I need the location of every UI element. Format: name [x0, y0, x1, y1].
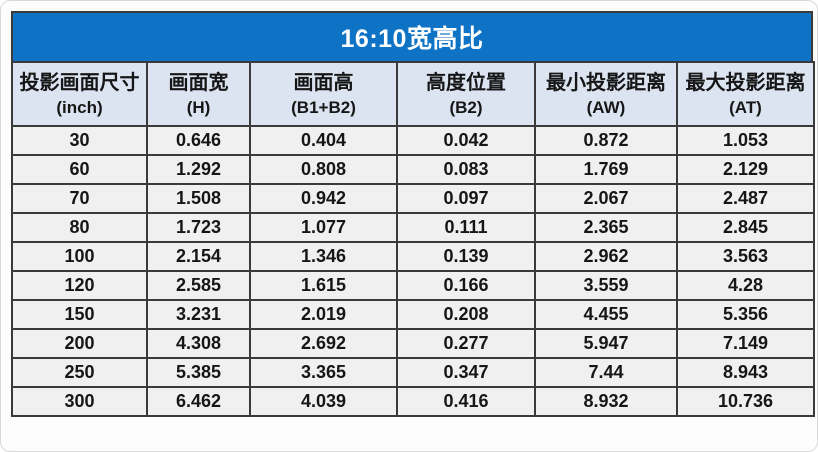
table-header: 投影画面尺寸 (inch) 画面宽 (H) 画面高 (B1+B2) 高度位置 (…: [11, 61, 815, 127]
table-cell: 4.455: [534, 299, 678, 330]
table-cell: 2.487: [676, 183, 815, 214]
table-cell: 2.129: [676, 154, 815, 185]
column-header-height-position: 高度位置 (B2): [396, 61, 536, 127]
table-cell: 2.692: [249, 328, 398, 359]
table-cell: 1.508: [146, 183, 251, 214]
table-row: 60 1.292 0.808 0.083 1.769 2.129: [11, 154, 815, 185]
column-label: 投影画面尺寸: [19, 71, 140, 94]
column-label: 最小投影距离: [546, 71, 666, 94]
table-row: 200 4.308 2.692 0.277 5.947 7.149: [11, 328, 815, 359]
table-cell: 0.139: [396, 241, 536, 272]
table-cell: 5.356: [676, 299, 815, 330]
column-label: 画面宽: [168, 71, 229, 94]
column-unit: (AT): [729, 97, 762, 117]
column-header-width: 画面宽 (H): [146, 61, 251, 127]
table-cell: 2.365: [534, 212, 678, 243]
table-cell: 4.039: [249, 386, 398, 417]
table-cell: 4.28: [676, 270, 815, 301]
table-cell: 0.808: [249, 154, 398, 185]
table-cell: 0.404: [249, 125, 398, 156]
table-row: 250 5.385 3.365 0.347 7.44 8.943: [11, 357, 815, 388]
table-cell: 0.646: [146, 125, 251, 156]
table-cell: 0.942: [249, 183, 398, 214]
table-row: 120 2.585 1.615 0.166 3.559 4.28: [11, 270, 815, 301]
table-cell: 0.166: [396, 270, 536, 301]
column-header-min-distance: 最小投影距离 (AW): [534, 61, 678, 127]
column-header-height: 画面高 (B1+B2): [249, 61, 398, 127]
table-row: 70 1.508 0.942 0.097 2.067 2.487: [11, 183, 815, 214]
column-label: 画面高: [293, 71, 354, 94]
table-cell: 1.615: [249, 270, 398, 301]
table-cell: 300: [11, 386, 148, 417]
table-row: 300 6.462 4.039 0.416 8.932 10.736: [11, 386, 815, 417]
table-cell: 150: [11, 299, 148, 330]
table-cell: 2.067: [534, 183, 678, 214]
table-cell: 0.872: [534, 125, 678, 156]
table-cell: 10.736: [676, 386, 815, 417]
table-title: 16:10宽高比: [11, 11, 813, 63]
table-cell: 4.308: [146, 328, 251, 359]
table-cell: 0.416: [396, 386, 536, 417]
table-cell: 30: [11, 125, 148, 156]
table-cell: 120: [11, 270, 148, 301]
table-cell: 3.365: [249, 357, 398, 388]
header-row: 投影画面尺寸 (inch) 画面宽 (H) 画面高 (B1+B2) 高度位置 (…: [11, 61, 815, 127]
table-cell: 1.769: [534, 154, 678, 185]
table-cell: 0.111: [396, 212, 536, 243]
table-cell: 0.097: [396, 183, 536, 214]
column-unit: (B2): [449, 97, 483, 117]
table-cell: 8.932: [534, 386, 678, 417]
column-unit: (B1+B2): [291, 97, 356, 117]
table-cell: 7.44: [534, 357, 678, 388]
table-cell: 1.077: [249, 212, 398, 243]
table-cell: 0.208: [396, 299, 536, 330]
table-cell: 80: [11, 212, 148, 243]
table-cell: 3.563: [676, 241, 815, 272]
table-cell: 8.943: [676, 357, 815, 388]
table-cell: 7.149: [676, 328, 815, 359]
column-unit: (AW): [586, 97, 626, 117]
table-row: 30 0.646 0.404 0.042 0.872 1.053: [11, 125, 815, 156]
table-cell: 0.083: [396, 154, 536, 185]
table-cell: 2.845: [676, 212, 815, 243]
column-unit: (H): [186, 97, 211, 117]
table-cell: 6.462: [146, 386, 251, 417]
projection-spec-table: 投影画面尺寸 (inch) 画面宽 (H) 画面高 (B1+B2) 高度位置 (…: [11, 61, 815, 417]
table-cell: 5.385: [146, 357, 251, 388]
table-cell: 2.962: [534, 241, 678, 272]
column-label: 高度位置: [426, 71, 506, 94]
table-cell: 1.723: [146, 212, 251, 243]
column-unit: (inch): [56, 97, 103, 117]
column-header-size: 投影画面尺寸 (inch): [11, 61, 148, 127]
table-cell: 0.042: [396, 125, 536, 156]
table-cell: 1.053: [676, 125, 815, 156]
table-cell: 100: [11, 241, 148, 272]
table-cell: 200: [11, 328, 148, 359]
table-row: 150 3.231 2.019 0.208 4.455 5.356: [11, 299, 815, 330]
table-cell: 5.947: [534, 328, 678, 359]
table-cell: 2.585: [146, 270, 251, 301]
column-label: 最大投影距离: [685, 71, 806, 94]
table-cell: 1.346: [249, 241, 398, 272]
table-cell: 1.292: [146, 154, 251, 185]
table-cell: 70: [11, 183, 148, 214]
table-cell: 0.347: [396, 357, 536, 388]
table-cell: 2.019: [249, 299, 398, 330]
table-cell: 0.277: [396, 328, 536, 359]
table-cell: 3.559: [534, 270, 678, 301]
table-cell: 3.231: [146, 299, 251, 330]
table-row: 100 2.154 1.346 0.139 2.962 3.563: [11, 241, 815, 272]
table-row: 80 1.723 1.077 0.111 2.365 2.845: [11, 212, 815, 243]
table-body: 30 0.646 0.404 0.042 0.872 1.053 60 1.292 0.808 0…: [11, 125, 815, 417]
column-header-max-distance: 最大投影距离 (AT): [676, 61, 815, 127]
table-cell: 2.154: [146, 241, 251, 272]
table-cell: 60: [11, 154, 148, 185]
table-cell: 250: [11, 357, 148, 388]
